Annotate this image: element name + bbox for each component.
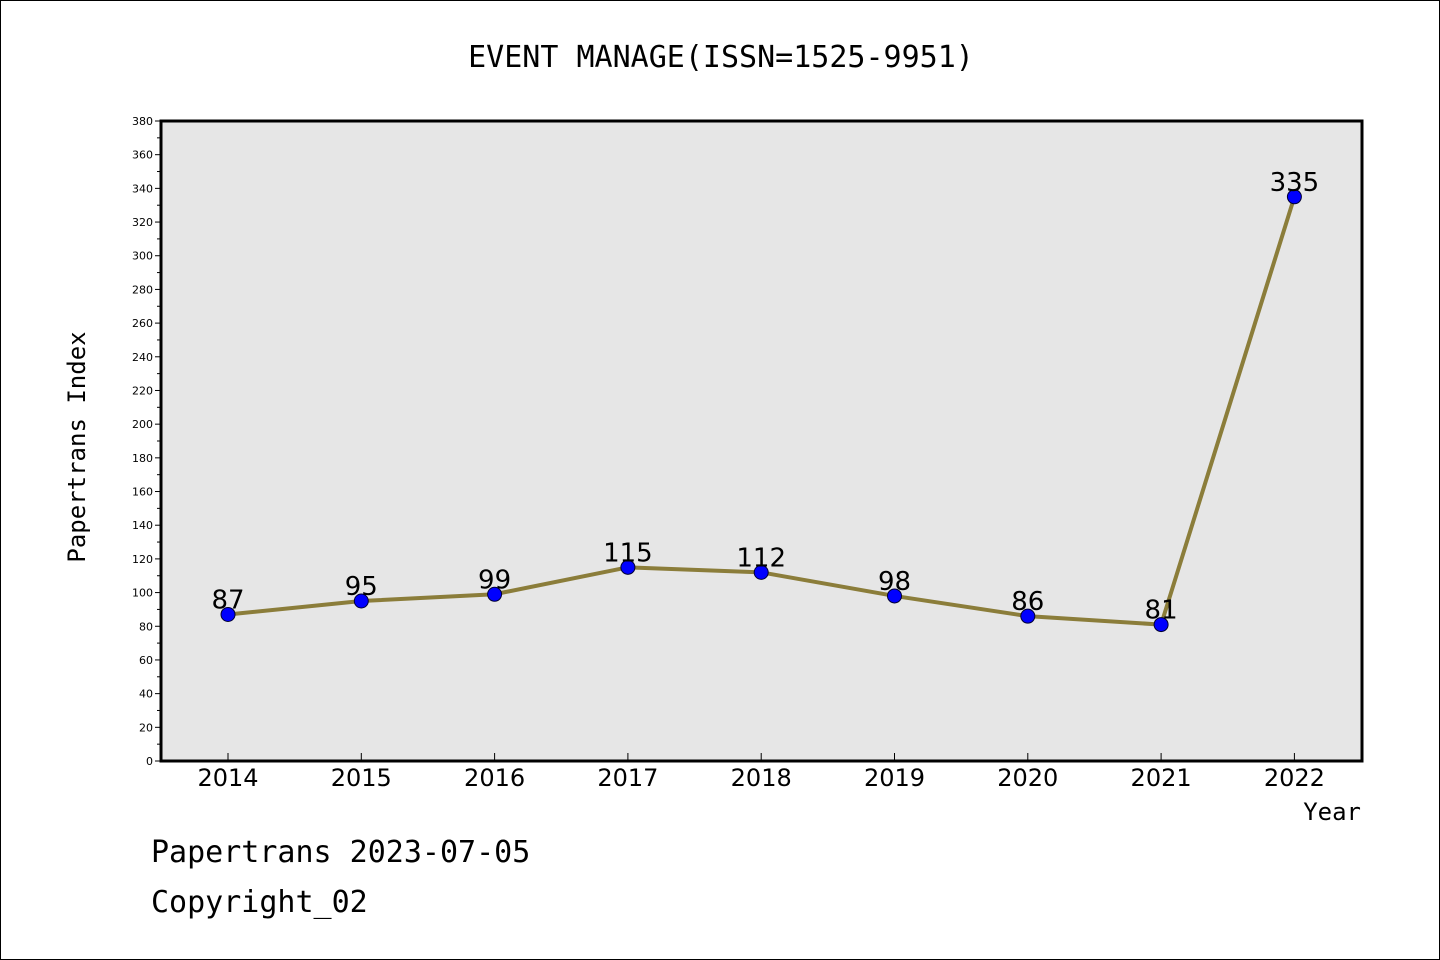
x-tick-label: 2015 xyxy=(331,764,392,792)
footer-copyright: Copyright_02 xyxy=(151,885,368,920)
x-tick-label: 2017 xyxy=(597,764,658,792)
y-axis-label: Papertrans Index xyxy=(63,331,91,562)
x-tick-label: 2021 xyxy=(1131,764,1192,792)
series-group: 87 95 99 115 112 98 86 81 335 xyxy=(211,168,1320,633)
y-tick-label: 320 xyxy=(132,216,153,229)
y-tick-label: 20 xyxy=(139,721,153,734)
data-label: 335 xyxy=(1270,168,1320,198)
plot-area xyxy=(161,121,1362,761)
y-tick-label: 140 xyxy=(132,519,153,532)
data-label: 98 xyxy=(878,567,911,597)
data-label: 87 xyxy=(211,585,244,615)
data-label: 112 xyxy=(736,543,786,573)
y-tick-label: 80 xyxy=(139,620,153,633)
x-tick-label: 2018 xyxy=(731,764,792,792)
y-tick-label: 40 xyxy=(139,688,153,701)
y-axis-ticks: 0 20 40 60 80 100 120 140 160 180 200 220 240 260 280 3… xyxy=(132,115,161,768)
y-tick-label: 340 xyxy=(132,182,153,195)
data-point xyxy=(353,593,369,609)
y-tick-label: 120 xyxy=(132,553,153,566)
y-tick-label: 360 xyxy=(132,149,153,162)
y-tick-label: 100 xyxy=(132,587,153,600)
plot-frame xyxy=(159,119,1364,763)
x-tick-label: 2022 xyxy=(1264,764,1325,792)
y-tick-label: 160 xyxy=(132,486,153,499)
x-tick-label: 2020 xyxy=(997,764,1058,792)
data-point xyxy=(1153,617,1169,633)
y-tick-label: 380 xyxy=(132,115,153,128)
y-tick-label: 220 xyxy=(132,384,153,397)
data-label: 95 xyxy=(345,572,378,602)
y-tick-label: 0 xyxy=(146,755,153,768)
data-label: 99 xyxy=(478,565,511,595)
data-label: 115 xyxy=(603,538,653,568)
x-axis-label: Year xyxy=(1303,798,1361,826)
y-tick-label: 60 xyxy=(139,654,153,667)
data-point xyxy=(220,606,236,622)
x-tick-label: 2014 xyxy=(197,764,258,792)
data-point xyxy=(753,564,769,580)
data-point xyxy=(620,559,636,575)
chart-title: EVENT MANAGE(ISSN=1525-9951) xyxy=(468,40,974,75)
data-point xyxy=(1020,608,1036,624)
y-tick-label: 260 xyxy=(132,317,153,330)
data-point xyxy=(887,588,902,604)
y-tick-label: 200 xyxy=(132,418,153,431)
y-tick-label: 180 xyxy=(132,452,153,465)
data-point xyxy=(487,586,503,602)
x-tick-label: 2019 xyxy=(864,764,925,792)
y-tick-label: 300 xyxy=(132,250,153,263)
data-point xyxy=(1286,189,1302,205)
x-tick-label: 2016 xyxy=(464,764,525,792)
footer-date: Papertrans 2023-07-05 xyxy=(151,835,531,870)
y-tick-label: 240 xyxy=(132,351,153,364)
y-tick-label: 280 xyxy=(132,283,153,296)
data-label: 81 xyxy=(1145,596,1178,626)
x-axis-ticks: 2014 2015 2016 2017 2018 2019 2020 2021 2022 xyxy=(197,753,1325,792)
data-label: 86 xyxy=(1011,587,1044,617)
